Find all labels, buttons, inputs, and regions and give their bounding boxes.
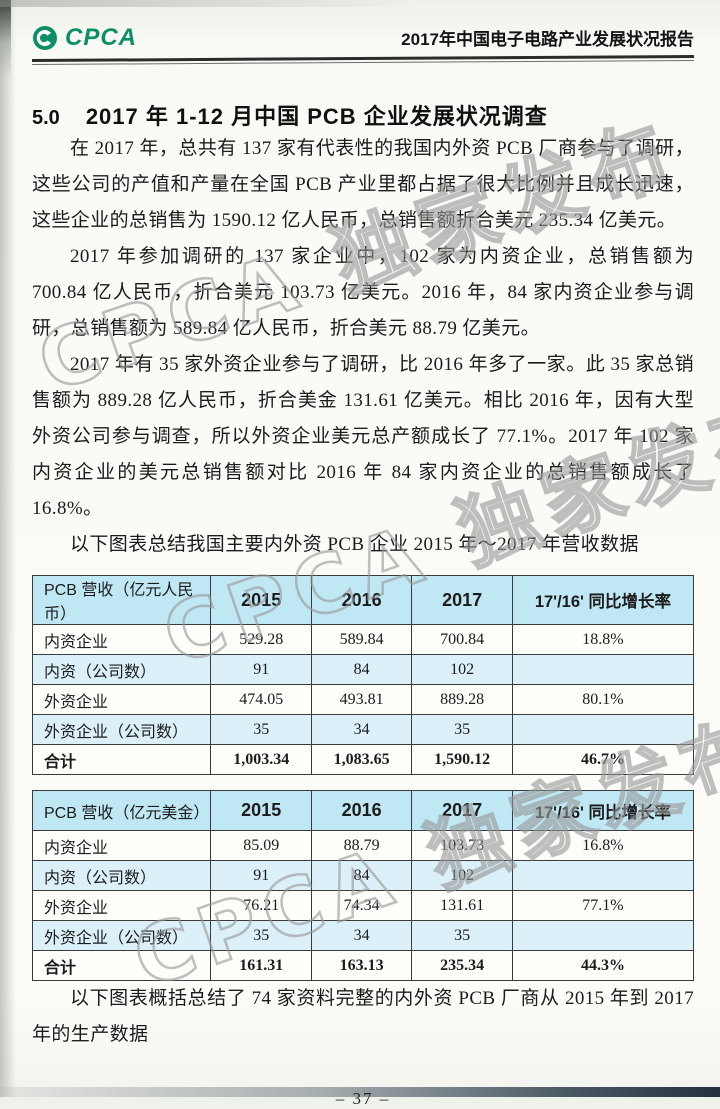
cpca-logo-icon — [33, 26, 57, 50]
paragraph-survey-overview: 在 2017 年，总共有 137 家有代表性的我国内外资 PCB 厂商参与了调研… — [32, 138, 694, 231]
table-header-row: PCB 营收（亿元人民币） 2015 2016 2017 17'/16' 同比增… — [31, 575, 695, 625]
table-total-row: 合计 161.31 163.13 235.34 44.3% — [31, 950, 695, 981]
table-row: 外资企业（公司数） 35 34 35 — [31, 714, 695, 745]
header-rule — [31, 54, 695, 66]
cell-value: 84 — [310, 860, 413, 891]
table-row: 外资企业 474.05 493.81 889.28 80.1% — [31, 684, 695, 715]
cell-value: 493.81 — [310, 684, 413, 715]
cell-value: 1,083.65 — [310, 744, 413, 775]
cell-value: 76.21 — [210, 890, 312, 921]
cell-value: 700.84 — [411, 624, 513, 655]
cell-value: 589.84 — [310, 624, 413, 655]
column-header: PCB 营收（亿元美金） — [31, 790, 212, 831]
cell-value: 235.34 — [411, 950, 513, 981]
column-header: 2017 — [411, 790, 513, 831]
cell-value: 163.13 — [310, 950, 413, 981]
cell-value: 889.28 — [411, 684, 513, 715]
section-title: 2017 年 1-12 月中国 PCB 企业发展状况调查 — [85, 104, 548, 129]
cell-value: 102 — [411, 860, 513, 891]
row-label: 内资（公司数） — [31, 860, 212, 891]
paragraph-domestic-firms: 2017 年参加调研的 137 家企业中，102 家为内资企业，总销售额为 70… — [32, 246, 694, 339]
cell-value: 1,590.12 — [411, 744, 513, 775]
row-label: 外资企业 — [31, 890, 212, 921]
row-label: 外资企业（公司数） — [31, 714, 212, 745]
cell-value: 1,003.34 — [210, 744, 312, 775]
column-header: 2015 — [210, 790, 312, 831]
cell-value: 18.8% — [511, 624, 695, 655]
report-title: 2017年中国电子电路产业发展状况报告 — [401, 30, 694, 49]
section-heading: 5.0 2017 年 1-12 月中国 PCB 企业发展状况调查 — [32, 99, 694, 131]
column-header: 17'/16' 同比增长率 — [511, 790, 695, 831]
scan-bottom-bar — [0, 1087, 720, 1097]
cell-value: 74.34 — [310, 890, 413, 921]
cell-value: 103.73 — [411, 830, 513, 861]
paragraph-foreign-firms: 2017 年有 35 家外资企业参与了调研，比 2016 年多了一家。此 35 … — [32, 354, 694, 519]
cell-value: 102 — [411, 654, 513, 685]
cell-value: 91 — [210, 654, 312, 685]
row-label: 外资企业 — [31, 684, 212, 715]
revenue-table-usd: PCB 营收（亿元美金） 2015 2016 2017 17'/16' 同比增长… — [31, 790, 695, 981]
table-total-row: 合计 1,003.34 1,083.65 1,590.12 46.7% — [31, 744, 695, 775]
cell-value: 46.7% — [511, 744, 695, 775]
row-label: 合计 — [31, 744, 212, 775]
cell-value: 131.61 — [411, 890, 513, 921]
cell-value: 161.31 — [210, 950, 312, 981]
cell-value: 34 — [310, 920, 413, 951]
cell-value: 88.79 — [310, 830, 413, 861]
table-row: 内资（公司数） 91 84 102 — [31, 654, 695, 685]
cell-value: 91 — [210, 860, 312, 891]
cell-value: 529.28 — [210, 624, 312, 655]
cell-value: 35 — [210, 920, 312, 951]
cell-value: 34 — [310, 714, 413, 745]
column-header: 2016 — [310, 575, 413, 625]
cell-value: 35 — [411, 714, 513, 745]
table-row: 外资企业（公司数） 35 34 35 — [31, 920, 695, 951]
table-row: 外资企业 76.21 74.34 131.61 77.1% — [31, 890, 695, 921]
cell-value — [511, 654, 695, 685]
cell-value: 85.09 — [210, 830, 312, 861]
cell-value — [511, 920, 695, 951]
cell-value: 35 — [411, 920, 513, 951]
row-label: 内资企业 — [31, 830, 212, 861]
column-header: 2015 — [210, 575, 312, 625]
cell-value: 80.1% — [511, 684, 695, 715]
cell-value — [511, 714, 695, 745]
page-header: CPCA 2017年中国电子电路产业发展状况报告 — [32, 24, 694, 52]
row-label: 内资（公司数） — [31, 654, 212, 685]
row-label: 合计 — [31, 950, 212, 981]
row-label: 内资企业 — [31, 624, 212, 655]
table-row: 内资企业 85.09 88.79 103.73 16.8% — [31, 830, 695, 861]
cell-value — [511, 860, 695, 891]
cell-value: 16.8% — [511, 830, 695, 861]
column-header: PCB 营收（亿元人民币） — [31, 575, 212, 625]
closing-paragraph: 以下图表概括总结了 74 家资料完整的内外资 PCB 厂商从 2015 年到 2… — [32, 988, 694, 1045]
cell-value: 474.05 — [210, 684, 312, 715]
cell-value: 84 — [310, 654, 413, 685]
table-row: 内资（公司数） 91 84 102 — [31, 860, 695, 891]
column-header: 17'/16' 同比增长率 — [511, 575, 695, 625]
cell-value: 35 — [210, 714, 312, 745]
cell-value: 44.3% — [511, 950, 695, 981]
cpca-logo: CPCA — [32, 24, 137, 52]
column-header: 2016 — [310, 790, 413, 831]
column-header: 2017 — [411, 575, 513, 625]
cpca-logo-text: CPCA — [65, 24, 138, 51]
section-number: 5.0 — [32, 107, 60, 129]
table-header-row: PCB 营收（亿元美金） 2015 2016 2017 17'/16' 同比增长… — [31, 790, 695, 831]
page-number: – 37 – — [335, 1089, 391, 1108]
cell-value: 77.1% — [511, 890, 695, 921]
table-intro-text: 以下图表总结我国主要内外资 PCB 企业 2015 年～2017 年营收数据 — [70, 534, 639, 555]
row-label: 外资企业（公司数） — [31, 920, 212, 951]
table-row: 内资企业 529.28 589.84 700.84 18.8% — [31, 624, 695, 655]
revenue-table-rmb: PCB 营收（亿元人民币） 2015 2016 2017 17'/16' 同比增… — [31, 575, 695, 775]
